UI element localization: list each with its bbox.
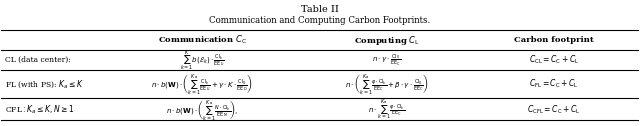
Text: $C_\mathrm{FL} = C_\mathrm{C} + C_\mathrm{L}$: $C_\mathrm{FL} = C_\mathrm{C} + C_\mathr… — [529, 78, 579, 90]
Text: $n \cdot \sum_{k=1}^{K_a} \frac{\varphi \cdot \mathrm{CI}_k}{\mathrm{EE}_\mathrm: $n \cdot \sum_{k=1}^{K_a} \frac{\varphi … — [369, 98, 406, 122]
Text: $C_\mathrm{CL} = C_\mathrm{C} + C_\mathrm{L}$: $C_\mathrm{CL} = C_\mathrm{C} + C_\mathr… — [529, 54, 579, 66]
Text: Communication $C_\mathrm{C}$: Communication $C_\mathrm{C}$ — [157, 34, 246, 46]
Text: Communication and Computing Carbon Footprints.: Communication and Computing Carbon Footp… — [209, 16, 431, 25]
Text: $\sum_{k=1}^{K} b(\mathcal{E}_k) \cdot \frac{\mathrm{CI}_k}{\mathrm{EE}_\mathrm{: $\sum_{k=1}^{K} b(\mathcal{E}_k) \cdot \… — [180, 48, 225, 72]
Text: $n \cdot \gamma \cdot \frac{\mathrm{CI}_0}{\mathrm{EE}_\mathrm{C}}$: $n \cdot \gamma \cdot \frac{\mathrm{CI}_… — [372, 52, 401, 68]
Text: $C_\mathrm{CFL} = C_\mathrm{C} + C_\mathrm{L}$: $C_\mathrm{CFL} = C_\mathrm{C} + C_\math… — [527, 104, 581, 116]
Text: $n \cdot b(\mathbf{W}) \cdot \left(\sum_{k=1}^{K_a} \frac{N \cdot \mathrm{CI}_k}: $n \cdot b(\mathbf{W}) \cdot \left(\sum_… — [166, 98, 238, 122]
Text: Carbon footprint: Carbon footprint — [515, 36, 594, 44]
Text: $n \cdot \left(\sum_{k=1}^{K_a} \frac{\varphi \cdot \mathrm{CI}_k}{\mathrm{EE}_\: $n \cdot \left(\sum_{k=1}^{K_a} \frac{\v… — [345, 72, 429, 96]
Text: $n \cdot b(\mathbf{W}) \cdot \left(\sum_{k=1}^{K_a} \frac{\mathrm{CI}_k}{\mathrm: $n \cdot b(\mathbf{W}) \cdot \left(\sum_… — [151, 72, 253, 96]
Text: CFL$: K_a \leq K, N \geq 1$: CFL$: K_a \leq K, N \geq 1$ — [4, 104, 74, 116]
Text: Computing $C_\mathrm{L}$: Computing $C_\mathrm{L}$ — [354, 34, 420, 46]
Text: CL (data center):: CL (data center): — [4, 56, 70, 64]
Text: FL (with PS): $K_a \leq K$: FL (with PS): $K_a \leq K$ — [4, 78, 83, 90]
Text: Table II: Table II — [301, 5, 339, 14]
